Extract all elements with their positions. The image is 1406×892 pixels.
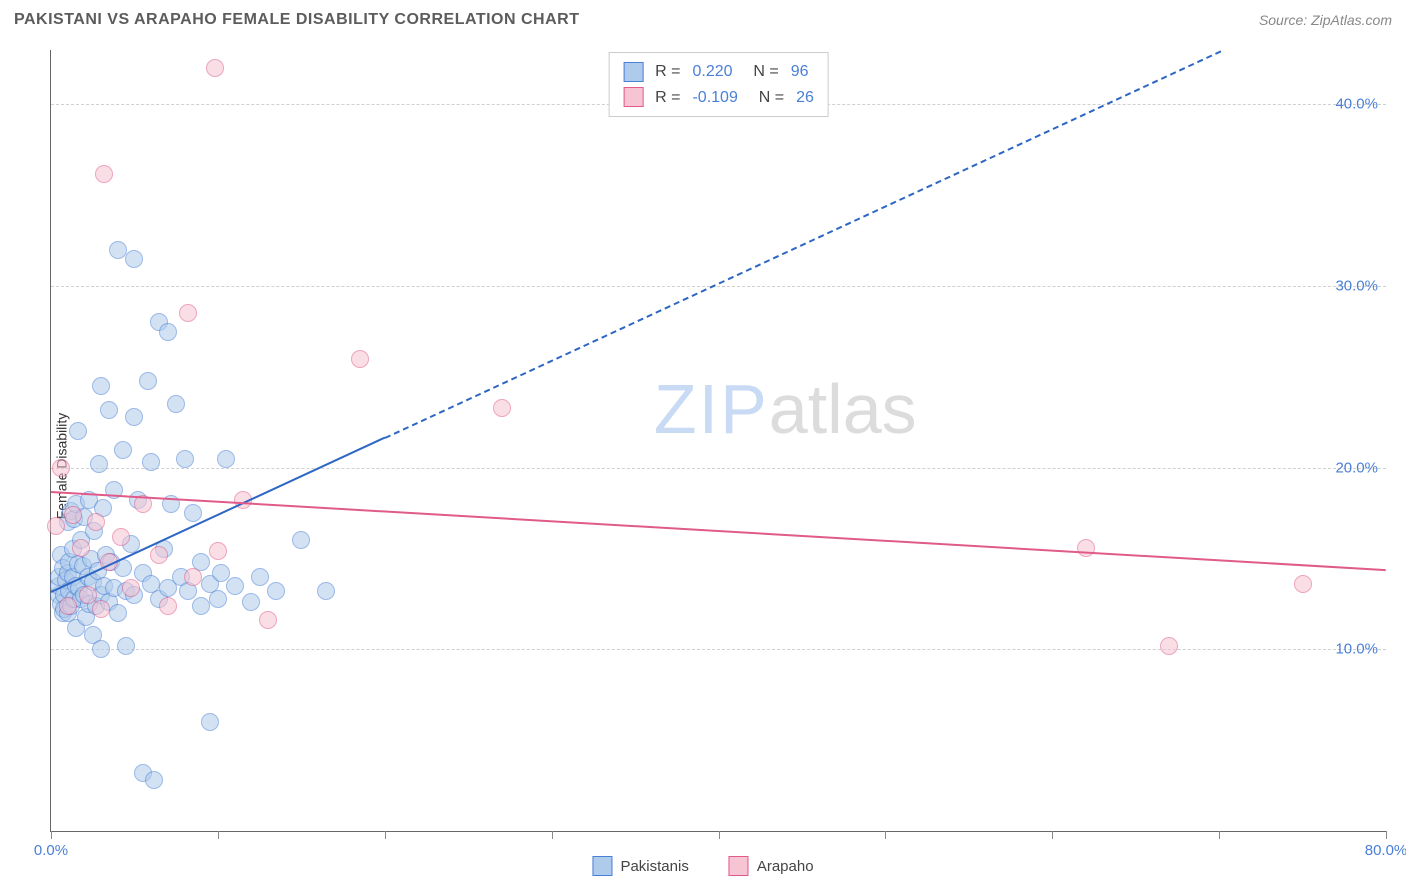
data-point (92, 377, 110, 395)
watermark-atlas: atlas (769, 370, 917, 448)
legend-item-1: Arapaho (729, 856, 814, 876)
swatch-series-1 (623, 87, 643, 107)
data-point (150, 546, 168, 564)
ytick-label: 20.0% (1335, 459, 1378, 476)
data-point (159, 323, 177, 341)
xtick (385, 831, 386, 839)
xtick (719, 831, 720, 839)
data-point (242, 593, 260, 611)
plot-area: ZIPatlas R = 0.220 N = 96 R = -0.109 N =… (50, 50, 1386, 832)
xtick-label: 80.0% (1365, 842, 1406, 859)
legend-stats-row-0: R = 0.220 N = 96 (623, 59, 814, 85)
n-value-1: 26 (796, 85, 814, 111)
watermark-zip: ZIP (654, 370, 769, 448)
data-point (267, 582, 285, 600)
data-point (125, 250, 143, 268)
legend-label-0: Pakistanis (620, 858, 688, 875)
swatch-pakistanis (592, 856, 612, 876)
data-point (1160, 637, 1178, 655)
data-point (114, 441, 132, 459)
source-label: Source: ZipAtlas.com (1259, 12, 1392, 28)
chart-title: PAKISTANI VS ARAPAHO FEMALE DISABILITY C… (14, 11, 579, 29)
xtick (1052, 831, 1053, 839)
data-point (179, 304, 197, 322)
r-value-1: -0.109 (692, 85, 737, 111)
ytick-label: 10.0% (1335, 641, 1378, 658)
xtick (51, 831, 52, 839)
data-point (259, 611, 277, 629)
data-point (145, 771, 163, 789)
gridline (51, 286, 1386, 287)
data-point (209, 542, 227, 560)
data-point (1077, 539, 1095, 557)
data-point (117, 637, 135, 655)
xtick (552, 831, 553, 839)
legend-stats-row-1: R = -0.109 N = 26 (623, 85, 814, 111)
r-label: R = (655, 59, 680, 85)
data-point (95, 165, 113, 183)
legend-item-0: Pakistanis (592, 856, 688, 876)
data-point (206, 59, 224, 77)
chart-container: PAKISTANI VS ARAPAHO FEMALE DISABILITY C… (0, 0, 1406, 892)
data-point (47, 517, 65, 535)
xtick (1219, 831, 1220, 839)
data-point (292, 531, 310, 549)
legend-label-1: Arapaho (757, 858, 814, 875)
data-point (176, 450, 194, 468)
data-point (87, 513, 105, 531)
data-point (109, 604, 127, 622)
gridline (51, 468, 1386, 469)
legend-series: Pakistanis Arapaho (592, 856, 813, 876)
data-point (209, 590, 227, 608)
title-bar: PAKISTANI VS ARAPAHO FEMALE DISABILITY C… (0, 0, 1406, 40)
data-point (251, 568, 269, 586)
xtick-label: 0.0% (34, 842, 68, 859)
data-point (159, 597, 177, 615)
data-point (226, 577, 244, 595)
ytick-label: 40.0% (1335, 96, 1378, 113)
data-point (59, 597, 77, 615)
n-label: N = (750, 85, 784, 111)
gridline (51, 649, 1386, 650)
data-point (100, 401, 118, 419)
r-label: R = (655, 85, 680, 111)
data-point (109, 241, 127, 259)
xtick (1386, 831, 1387, 839)
data-point (92, 640, 110, 658)
xtick (885, 831, 886, 839)
data-point (122, 579, 140, 597)
data-point (1294, 575, 1312, 593)
data-point (192, 597, 210, 615)
data-point (493, 399, 511, 417)
data-point (52, 459, 70, 477)
watermark: ZIPatlas (654, 369, 917, 449)
r-value-0: 0.220 (692, 59, 732, 85)
data-point (142, 453, 160, 471)
data-point (217, 450, 235, 468)
swatch-arapaho (729, 856, 749, 876)
trend-line (51, 491, 1386, 571)
data-point (72, 539, 90, 557)
data-point (351, 350, 369, 368)
data-point (79, 586, 97, 604)
data-point (139, 372, 157, 390)
data-point (167, 395, 185, 413)
data-point (64, 506, 82, 524)
xtick (218, 831, 219, 839)
swatch-series-0 (623, 62, 643, 82)
data-point (69, 422, 87, 440)
n-label: N = (745, 59, 779, 85)
ytick-label: 30.0% (1335, 278, 1378, 295)
data-point (184, 504, 202, 522)
data-point (184, 568, 202, 586)
data-point (125, 408, 143, 426)
plot-wrapper: Female Disability ZIPatlas R = 0.220 N =… (0, 40, 1406, 892)
data-point (92, 600, 110, 618)
legend-stats: R = 0.220 N = 96 R = -0.109 N = 26 (608, 52, 829, 117)
data-point (201, 713, 219, 731)
data-point (90, 455, 108, 473)
data-point (112, 528, 130, 546)
data-point (317, 582, 335, 600)
n-value-0: 96 (791, 59, 809, 85)
